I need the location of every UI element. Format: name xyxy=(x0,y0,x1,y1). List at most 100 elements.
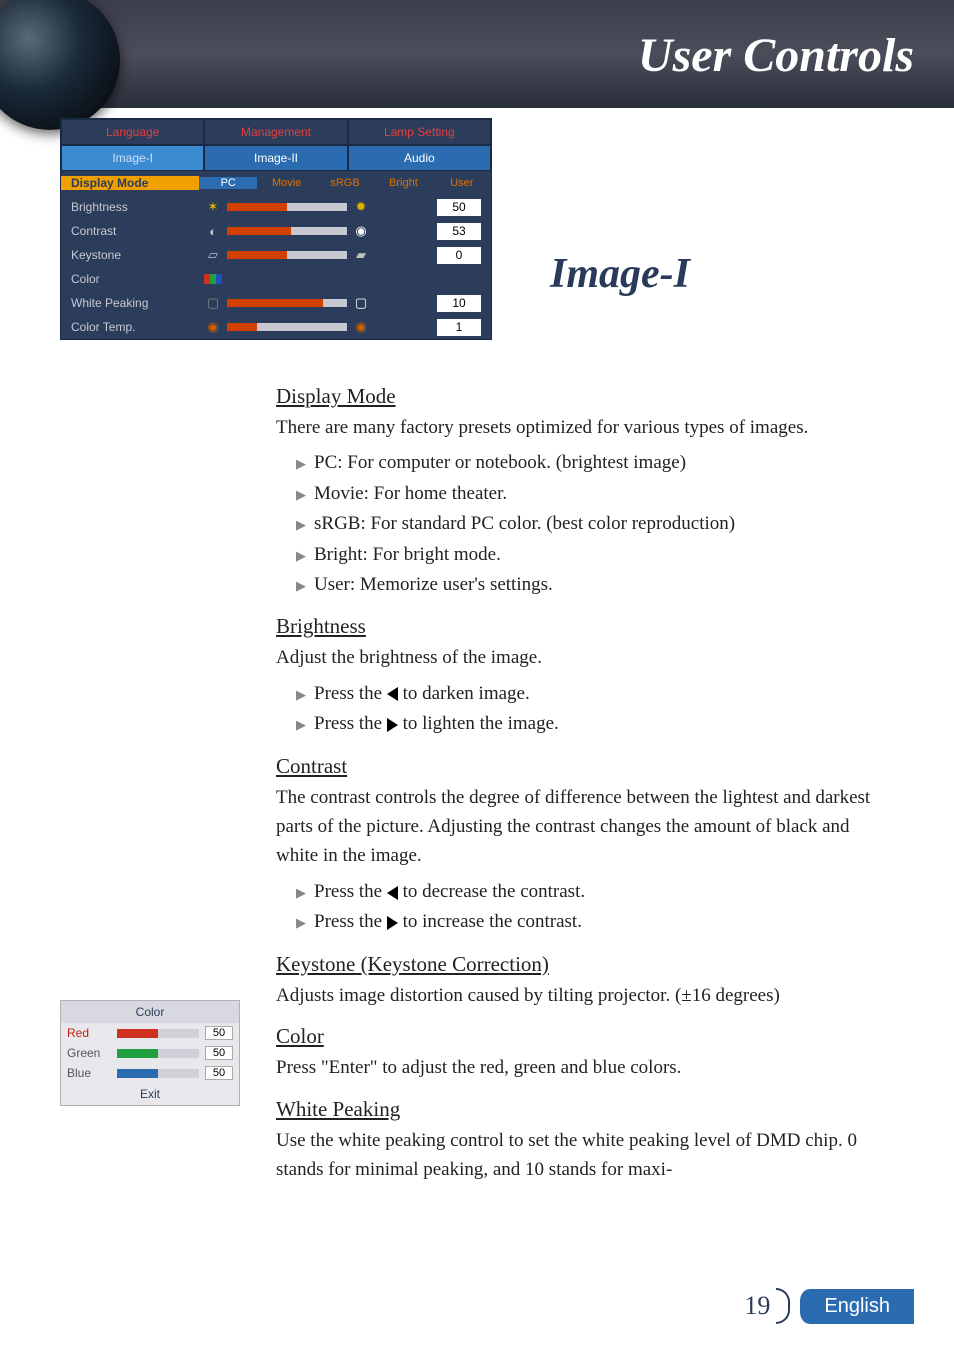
menu-label: Contrast xyxy=(61,224,199,238)
color-row-red[interactable]: Red 50 xyxy=(61,1023,239,1043)
osd-menu: Language Management Lamp Setting Image-I… xyxy=(60,118,492,340)
bracket-graphic xyxy=(776,1288,790,1324)
bullet-icon: ▶ xyxy=(296,576,314,597)
display-mode-item: ▶Movie: For home theater. xyxy=(296,479,890,509)
contrast-right-txt: to increase the contrast. xyxy=(403,911,582,932)
item-text: User: Memorize user's settings. xyxy=(314,570,553,600)
page-number: 19 xyxy=(744,1291,770,1321)
intro-contrast: The contrast controls the degree of diff… xyxy=(276,783,890,871)
display-mode-item: ▶sRGB: For standard PC color. (best colo… xyxy=(296,509,890,539)
menu-row-brightness[interactable]: Brightness✶✹50 xyxy=(61,195,491,219)
brightness-right-txt: to lighten the image. xyxy=(403,713,559,734)
press-label: Press the xyxy=(314,911,382,932)
head-brightness: Brightness xyxy=(276,614,890,639)
color-value: 50 xyxy=(205,1046,233,1060)
color-row-blue[interactable]: Blue50 xyxy=(61,1063,239,1083)
left-arrow-icon xyxy=(387,687,398,701)
circle-half-icon: ◐ xyxy=(199,224,227,239)
color-slider[interactable] xyxy=(117,1029,199,1038)
intro-color: Press "Enter" to adjust the red, green a… xyxy=(276,1053,890,1082)
bullet-icon: ▶ xyxy=(296,454,314,475)
menu-label: Color Temp. xyxy=(61,320,199,334)
head-contrast: Contrast xyxy=(276,754,890,779)
mode-srgb[interactable]: sRGB xyxy=(316,177,374,189)
menu-row-keystone[interactable]: Keystone▱▰0 xyxy=(61,243,491,267)
menu-row-color-temp-[interactable]: Color Temp.◉◉1 xyxy=(61,315,491,339)
menu-label: White Peaking xyxy=(61,296,199,310)
circle-full-icon: ◉ xyxy=(347,223,375,239)
head-color: Color xyxy=(276,1024,890,1049)
press-label: Press the xyxy=(314,713,382,734)
display-mode-item: ▶PC: For computer or notebook. (brightes… xyxy=(296,448,890,478)
intro-keystone: Adjusts image distortion caused by tilti… xyxy=(276,981,890,1010)
bullet-icon: ▶ xyxy=(296,685,314,706)
rect-dim-icon: ▢ xyxy=(199,295,227,311)
item-text: sRGB: For standard PC color. (best color… xyxy=(314,509,735,539)
bullet-icon: ▶ xyxy=(296,546,314,567)
bullet-icon: ▶ xyxy=(296,485,314,506)
language-pill: English xyxy=(798,1289,914,1324)
sun-dim-icon: ✶ xyxy=(199,199,227,215)
menu-row-white-peaking[interactable]: White Peaking▢▢10 xyxy=(61,291,491,315)
temp-high-icon: ◉ xyxy=(347,319,375,335)
rect-bright-icon: ▢ xyxy=(347,295,375,311)
bullet-icon: ▶ xyxy=(296,715,314,736)
color-value: 50 xyxy=(205,1026,233,1040)
tab-audio[interactable]: Audio xyxy=(348,145,491,171)
head-white-peaking: White Peaking xyxy=(276,1097,890,1122)
color-slider[interactable] xyxy=(117,1049,199,1058)
tab-image1[interactable]: Image-I xyxy=(61,145,204,171)
menu-label: Color xyxy=(61,272,199,286)
header-band: User Controls xyxy=(0,0,954,108)
color-row-green[interactable]: Green 50 xyxy=(61,1043,239,1063)
tab-image2[interactable]: Image-II xyxy=(204,145,347,171)
color-name: Red xyxy=(67,1026,111,1040)
brightness-left-instr: ▶ Press the to darken image. xyxy=(296,679,890,709)
lens-graphic xyxy=(0,0,120,130)
head-display-mode: Display Mode xyxy=(276,384,890,409)
display-mode-item: ▶Bright: For bright mode. xyxy=(296,540,890,570)
right-arrow-icon xyxy=(387,916,398,930)
head-keystone: Keystone (Keystone Correction) xyxy=(276,952,890,977)
menu-label: Display Mode xyxy=(61,176,199,190)
tab-language[interactable]: Language xyxy=(61,119,204,145)
tab-management[interactable]: Management xyxy=(204,119,347,145)
color-submenu-title: Color xyxy=(61,1001,239,1023)
intro-white-peaking: Use the white peaking control to set the… xyxy=(276,1126,890,1185)
value-box: 0 xyxy=(437,247,481,264)
left-arrow-icon xyxy=(387,886,398,900)
value-box: 10 xyxy=(437,295,481,312)
mode-user[interactable]: User xyxy=(433,177,491,189)
color-slider[interactable] xyxy=(117,1069,199,1078)
value-box: 50 xyxy=(437,199,481,216)
intro-brightness: Adjust the brightness of the image. xyxy=(276,643,890,672)
menu-row-contrast[interactable]: Contrast◐◉53 xyxy=(61,219,491,243)
color-submenu: Color Red 50 Green 50 Blue50 Exit xyxy=(60,1000,240,1106)
color-submenu-exit[interactable]: Exit xyxy=(61,1083,239,1105)
value-box: 1 xyxy=(437,319,481,336)
right-arrow-icon xyxy=(387,718,398,732)
menu-label: Keystone xyxy=(61,248,199,262)
slider[interactable] xyxy=(227,227,347,235)
slider[interactable] xyxy=(227,203,347,211)
color-name: Blue xyxy=(67,1066,111,1080)
page-footer: 19 English xyxy=(744,1288,914,1324)
item-text: PC: For computer or notebook. (brightest… xyxy=(314,448,686,478)
menu-row-display-mode[interactable]: Display ModePCMoviesRGBBrightUser xyxy=(61,171,491,195)
mode-bright[interactable]: Bright xyxy=(374,177,432,189)
menu-row-color[interactable]: Color xyxy=(61,267,491,291)
tab-lamp[interactable]: Lamp Setting xyxy=(348,119,491,145)
mode-movie[interactable]: Movie xyxy=(257,177,315,189)
press-label: Press the xyxy=(314,881,382,902)
header-title: User Controls xyxy=(638,28,914,83)
bullet-icon: ▶ xyxy=(296,883,314,904)
slider[interactable] xyxy=(227,251,347,259)
color-name: Green xyxy=(67,1046,111,1060)
slider[interactable] xyxy=(227,323,347,331)
bullet-icon: ▶ xyxy=(296,515,314,536)
display-mode-item: ▶User: Memorize user's settings. xyxy=(296,570,890,600)
contrast-right-instr: ▶ Press the to increase the contrast. xyxy=(296,907,890,937)
sun-bright-icon: ✹ xyxy=(347,199,375,215)
mode-pc[interactable]: PC xyxy=(199,177,257,189)
slider[interactable] xyxy=(227,299,347,307)
